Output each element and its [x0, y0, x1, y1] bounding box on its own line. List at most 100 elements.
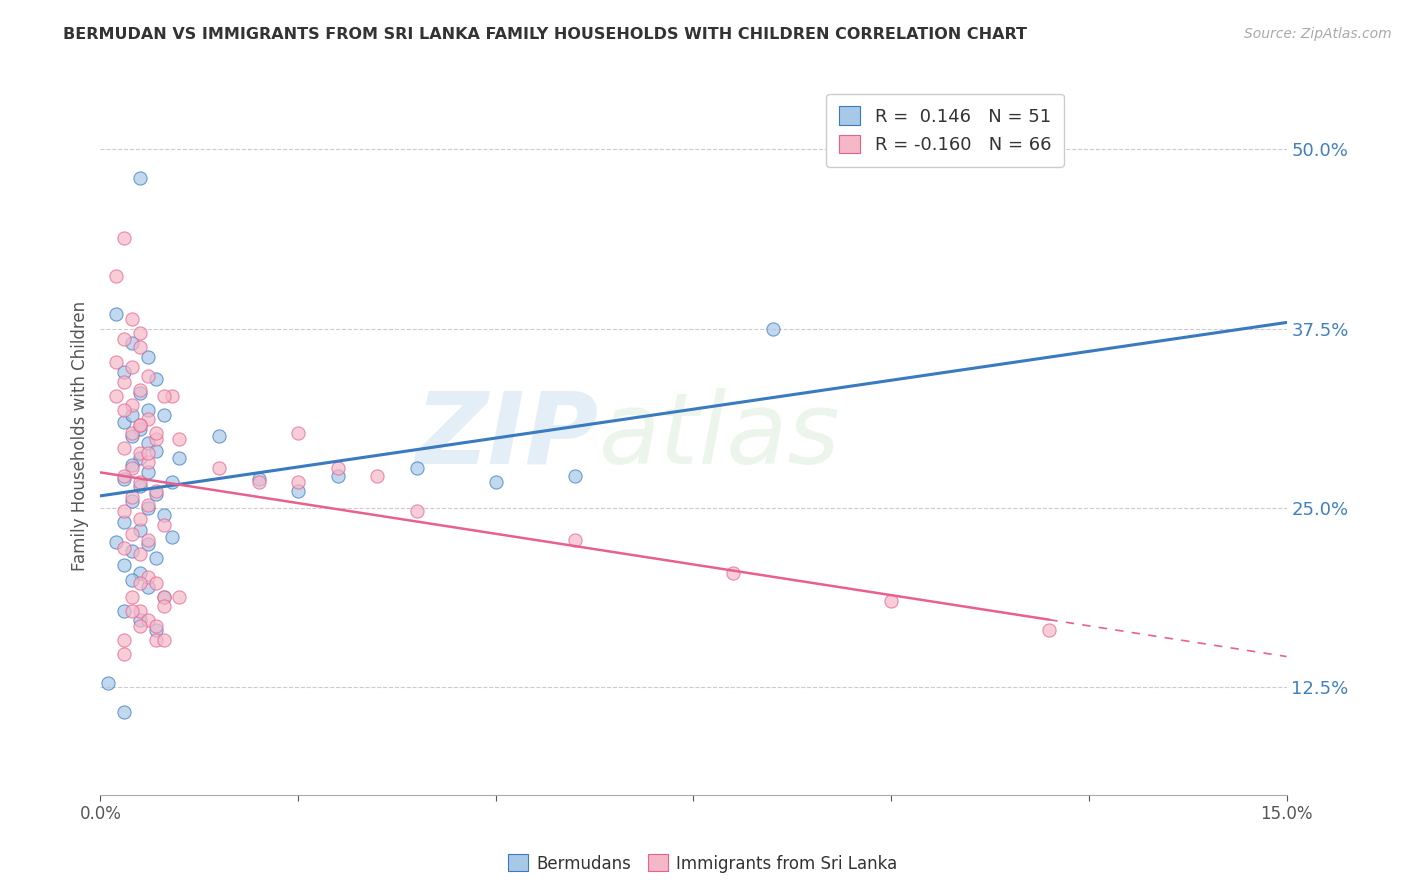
Point	[121, 526, 143, 541]
Point	[405, 460, 427, 475]
Point	[208, 460, 231, 475]
Point	[121, 544, 143, 558]
Legend: Bermudans, Immigrants from Sri Lanka: Bermudans, Immigrants from Sri Lanka	[502, 847, 904, 880]
Point	[326, 469, 349, 483]
Point	[136, 501, 159, 516]
Point	[128, 340, 150, 354]
Point	[564, 533, 586, 547]
Point	[564, 469, 586, 483]
Point	[136, 368, 159, 383]
Point	[136, 570, 159, 584]
Point	[112, 231, 135, 245]
Point	[287, 483, 309, 498]
Point	[152, 518, 174, 533]
Point	[1038, 623, 1060, 637]
Point	[145, 623, 167, 637]
Point	[287, 426, 309, 441]
Point	[145, 443, 167, 458]
Y-axis label: Family Households with Children: Family Households with Children	[72, 301, 89, 571]
Point	[152, 633, 174, 648]
Point	[721, 566, 744, 580]
Point	[169, 432, 191, 446]
Point	[121, 604, 143, 618]
Point	[112, 516, 135, 530]
Point	[136, 465, 159, 479]
Point	[121, 458, 143, 472]
Point	[405, 504, 427, 518]
Point	[145, 426, 167, 441]
Point	[112, 375, 135, 389]
Point	[128, 417, 150, 432]
Point	[136, 533, 159, 547]
Point	[112, 472, 135, 486]
Point	[112, 441, 135, 455]
Point	[105, 307, 128, 321]
Point	[121, 408, 143, 422]
Point	[247, 475, 270, 490]
Point	[160, 530, 183, 544]
Point	[287, 475, 309, 490]
Point	[121, 335, 143, 350]
Point	[112, 633, 135, 648]
Point	[160, 389, 183, 403]
Point	[121, 460, 143, 475]
Text: atlas: atlas	[599, 388, 841, 484]
Text: ZIP: ZIP	[416, 388, 599, 484]
Point	[128, 422, 150, 436]
Point	[136, 580, 159, 594]
Point	[145, 551, 167, 566]
Point	[136, 498, 159, 512]
Point	[128, 512, 150, 526]
Point	[112, 558, 135, 573]
Point	[128, 384, 150, 398]
Point	[112, 332, 135, 346]
Point	[761, 321, 783, 335]
Point	[112, 504, 135, 518]
Point	[208, 429, 231, 443]
Point	[112, 705, 135, 719]
Point	[136, 455, 159, 469]
Point	[169, 450, 191, 465]
Point	[121, 426, 143, 441]
Point	[105, 535, 128, 549]
Point	[128, 566, 150, 580]
Point	[152, 599, 174, 613]
Point	[112, 415, 135, 429]
Point	[121, 573, 143, 587]
Point	[121, 398, 143, 412]
Point	[128, 417, 150, 432]
Point	[128, 604, 150, 618]
Point	[121, 490, 143, 504]
Point	[136, 412, 159, 426]
Point	[128, 386, 150, 401]
Point	[152, 508, 174, 523]
Point	[128, 170, 150, 185]
Point	[128, 475, 150, 490]
Point	[136, 351, 159, 365]
Point	[105, 354, 128, 368]
Point	[880, 594, 903, 608]
Text: Source: ZipAtlas.com: Source: ZipAtlas.com	[1244, 27, 1392, 41]
Point	[145, 575, 167, 590]
Point	[128, 613, 150, 627]
Point	[128, 446, 150, 460]
Point	[136, 436, 159, 450]
Point	[128, 450, 150, 465]
Point	[128, 618, 150, 632]
Text: BERMUDAN VS IMMIGRANTS FROM SRI LANKA FAMILY HOUSEHOLDS WITH CHILDREN CORRELATIO: BERMUDAN VS IMMIGRANTS FROM SRI LANKA FA…	[63, 27, 1028, 42]
Point	[105, 389, 128, 403]
Point	[112, 541, 135, 556]
Point	[136, 613, 159, 627]
Point	[145, 483, 167, 498]
Point	[136, 537, 159, 551]
Point	[112, 469, 135, 483]
Point	[366, 469, 388, 483]
Point	[105, 268, 128, 283]
Point	[160, 475, 183, 490]
Point	[112, 403, 135, 417]
Point	[145, 633, 167, 648]
Point	[128, 547, 150, 561]
Point	[152, 389, 174, 403]
Point	[121, 493, 143, 508]
Point	[121, 429, 143, 443]
